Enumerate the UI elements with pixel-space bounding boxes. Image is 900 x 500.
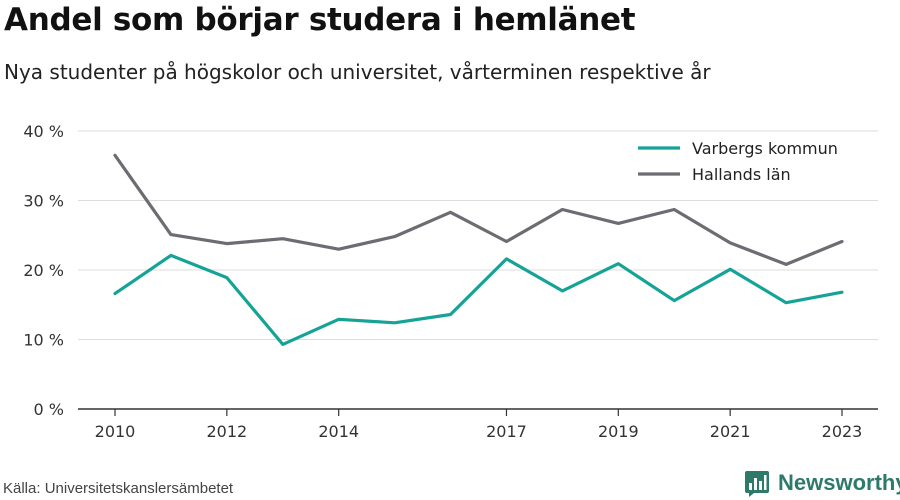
x-tick-label: 2012 bbox=[206, 422, 247, 441]
brand-logo: Newsworthy bbox=[744, 468, 900, 498]
x-tick-label: 2021 bbox=[710, 422, 751, 441]
y-tick-label: 20 % bbox=[23, 261, 64, 280]
line-chart: 0 % 10 % 20 % 30 % 40 % 2010 2012 2014 2017 2019… bbox=[23, 122, 878, 441]
y-tick-label: 10 % bbox=[23, 331, 64, 350]
x-tick-label: 2019 bbox=[598, 422, 639, 441]
legend-label: Varbergs kommun bbox=[692, 139, 838, 158]
x-axis: 2010 2012 2014 2017 2019 2021 2023 bbox=[78, 408, 878, 441]
x-tick-label: 2023 bbox=[822, 422, 863, 441]
y-axis-ticks: 0 % 10 % 20 % 30 % 40 % bbox=[23, 122, 64, 419]
bar-chart-logo-icon bbox=[745, 471, 769, 497]
gridlines bbox=[78, 130, 878, 340]
series-lines bbox=[113, 153, 844, 346]
x-tick-label: 2017 bbox=[486, 422, 527, 441]
series-line-hallands-län bbox=[113, 153, 844, 266]
x-tick-label: 2014 bbox=[318, 422, 359, 441]
x-tick-label: 2010 bbox=[95, 422, 136, 441]
y-tick-label: 40 % bbox=[23, 122, 64, 141]
source-note: Källa: Universitetskanslersämbetet bbox=[3, 480, 234, 497]
series-line-varbergs-kommun bbox=[113, 253, 844, 346]
brand-name: Newsworthy bbox=[778, 470, 900, 495]
chart-subtitle: Nya studenter på högskolor och universit… bbox=[4, 60, 711, 84]
chart-title: Andel som börjar studera i hemlänet bbox=[4, 2, 636, 38]
legend-label: Hallands län bbox=[692, 165, 791, 184]
legend: Varbergs kommun Hallands län bbox=[638, 139, 838, 184]
y-tick-label: 0 % bbox=[34, 400, 64, 419]
y-tick-label: 30 % bbox=[23, 192, 64, 211]
